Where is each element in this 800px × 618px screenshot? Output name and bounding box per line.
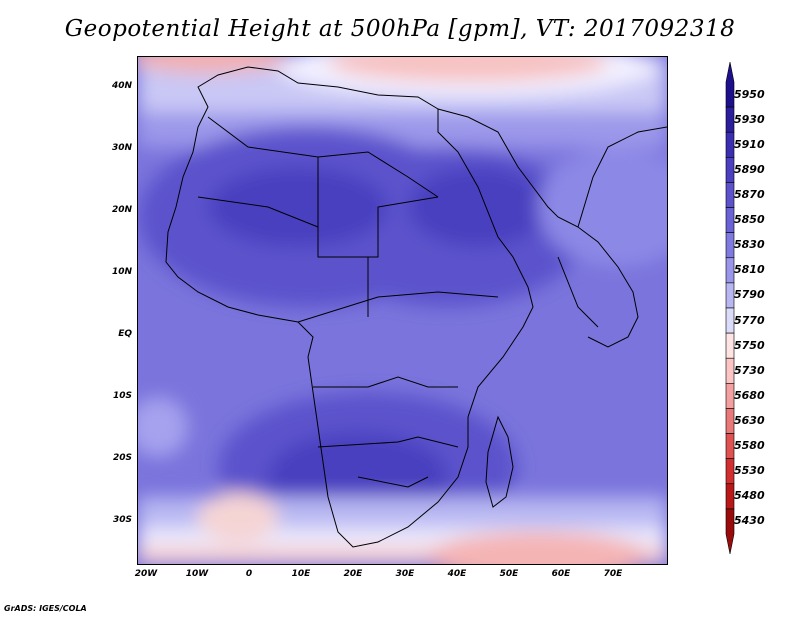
colorbar-swatch [725, 332, 735, 359]
colorbar-label: 5530 [734, 464, 765, 478]
lon-label-50e: 50E [499, 569, 519, 579]
lon-label-0: 0 [245, 569, 253, 579]
contour-map [137, 56, 668, 565]
lat-label-20n: 20N [111, 205, 132, 215]
colorbar-swatch [725, 433, 735, 459]
colorbar-label: 5750 [734, 338, 765, 352]
credit-text: GrADS: IGES/COLA [4, 604, 87, 613]
colorbar-label: 5870 [734, 188, 765, 201]
lat-label-40n: 40N [111, 81, 132, 91]
colorbar-label: 5950 [734, 87, 765, 101]
lat-label-10n: 10N [111, 267, 132, 277]
colorbar-swatch [725, 307, 735, 334]
lon-label-10e: 10E [291, 569, 311, 579]
colorbar-label: 5890 [734, 162, 765, 176]
colorbar-swatch [725, 182, 735, 208]
colorbar-label: 5850 [734, 213, 765, 227]
colorbar-swatch [725, 131, 735, 158]
lon-label-70e: 70E [603, 569, 623, 579]
lon-label-40e: 40E [447, 569, 467, 579]
coastline-outline [165, 66, 667, 548]
colorbar-swatch [725, 508, 735, 555]
height-field [138, 57, 667, 564]
colorbar: 5950 5930 5910 5890 5870 5850 5830 5810 5790 5770… [724, 61, 765, 555]
colorbar-label: 5680 [734, 388, 765, 402]
lat-label-10s: 10S [112, 391, 132, 401]
colorbar-swatches [725, 61, 735, 555]
map-title: Geopotential Height at 500hPa [gpm], VT:… [64, 16, 736, 42]
colorbar-swatch [725, 357, 735, 384]
colorbar-label: 5730 [734, 363, 765, 377]
colorbar-label: 5930 [734, 112, 765, 126]
lon-label-10w: 10W [185, 569, 209, 579]
colorbar-swatch [725, 483, 735, 510]
colorbar-label: 5630 [734, 414, 765, 427]
colorbar-swatch [725, 408, 735, 434]
colorbar-swatch [725, 383, 735, 409]
colorbar-label: 5580 [734, 439, 765, 453]
lat-label-eq: EQ [118, 329, 132, 339]
lon-label-60e: 60E [551, 569, 571, 579]
colorbar-label: 5430 [734, 514, 765, 528]
lat-label-30s: 30S [112, 515, 132, 525]
colorbar-label: 5910 [734, 137, 765, 151]
colorbar-label: 5480 [734, 489, 765, 503]
colorbar-swatch [725, 157, 735, 183]
colorbar-swatch [725, 61, 735, 108]
colorbar-swatch [725, 207, 735, 233]
lat-label-30n: 30N [111, 143, 132, 153]
lat-label-20s: 20S [112, 453, 132, 463]
colorbar-label: 5770 [734, 313, 765, 327]
colorbar-swatch [725, 458, 735, 485]
lon-label-30e: 30E [395, 569, 415, 579]
colorbar-swatch [725, 282, 735, 309]
colorbar-label: 5810 [734, 263, 765, 277]
colorbar-label: 5830 [734, 238, 765, 252]
colorbar-swatch [725, 257, 735, 284]
colorbar-label: 5790 [734, 288, 765, 302]
colorbar-swatch [725, 106, 735, 133]
colorbar-swatch [725, 232, 735, 259]
lon-label-20w: 20W [134, 569, 158, 579]
lon-label-20e: 20E [343, 569, 363, 579]
